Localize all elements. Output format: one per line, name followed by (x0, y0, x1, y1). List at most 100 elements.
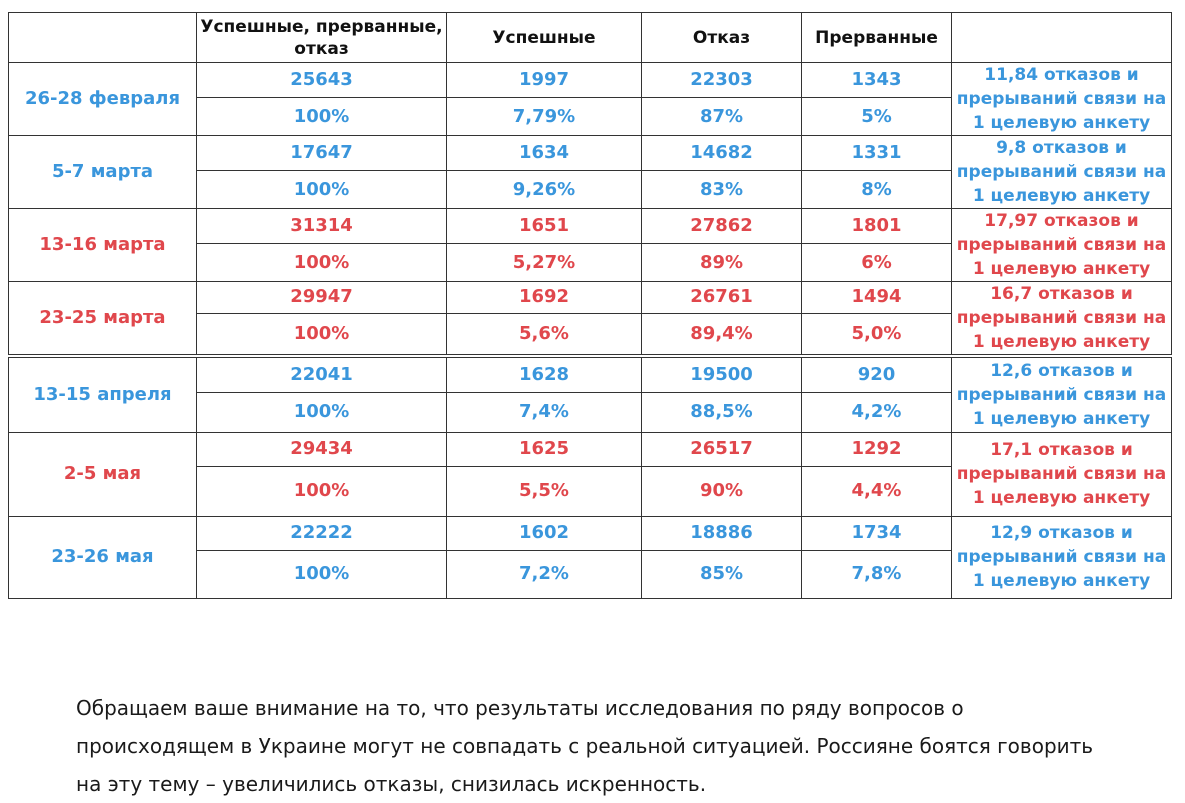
ratio-note-line: 12,9 отказов и (990, 523, 1133, 543)
period-cell: 13-16 марта (8, 208, 197, 282)
count-cell: 22222 (196, 515, 447, 551)
column-header: Успешные (446, 12, 642, 63)
count-cell: 22041 (196, 354, 447, 393)
count-cell: 25643 (196, 62, 447, 98)
percent-cell: 7,4% (446, 391, 642, 433)
count-cell: 1292 (801, 431, 952, 467)
percent-cell: 85% (641, 549, 802, 599)
period-cell: 23-26 мая (8, 515, 197, 599)
count-cell: 19500 (641, 354, 802, 393)
percent-cell: 7,79% (446, 97, 642, 136)
table-row: 100% 5,5% 90% 4,4% (9, 465, 1172, 517)
count-cell: 17647 (196, 135, 447, 171)
percent-cell: 89% (641, 243, 802, 282)
percent-cell: 7,2% (446, 549, 642, 599)
ratio-note-line: прерываний связи на (956, 162, 1167, 182)
percent-cell: 5,0% (801, 312, 952, 357)
ratio-note-line: 1 целевую анкету (972, 113, 1151, 133)
column-header (951, 12, 1172, 63)
count-cell: 22303 (641, 62, 802, 98)
count-cell: 27862 (641, 208, 802, 244)
percent-cell: 100% (196, 549, 447, 599)
disclaimer-paragraph: Обращаем ваше внимание на то, что резуль… (76, 696, 1094, 796)
percent-cell: 9,26% (446, 170, 642, 209)
percent-cell: 100% (196, 97, 447, 136)
count-cell: 1343 (801, 62, 952, 98)
percent-cell: 100% (196, 465, 447, 517)
table-row: 100% 9,26% 83% 8% (9, 170, 1172, 209)
table-row: 26-28 февраля 25643 1997 22303 1343 11,84 отк… (8, 62, 1172, 136)
ratio-note-line: 11,84 отказов и (984, 65, 1139, 85)
ratio-note-line: 17,97 отказов и (984, 211, 1139, 231)
ratio-note-line: прерываний связи на (956, 547, 1167, 567)
ratio-note-line: 9,8 отказов и (996, 138, 1127, 158)
ratio-note-line: прерываний связи на (956, 384, 1167, 405)
percent-cell: 87% (641, 97, 802, 136)
ratio-note-cell: 17,97 отказов и прерываний связи на 1 целе… (951, 208, 1172, 282)
count-cell: 920 (801, 354, 952, 393)
ratio-note-line: 1 целевую анкету (972, 186, 1151, 206)
count-cell: 1692 (446, 281, 642, 314)
percent-cell: 88,5% (641, 391, 802, 433)
percent-cell: 100% (196, 391, 447, 433)
ratio-note-line: прерываний связи на (956, 235, 1167, 255)
percent-cell: 100% (196, 170, 447, 209)
column-header: Успешные, прерванные, отказ (196, 12, 447, 63)
ratio-note-cell: 17,1 отказов и прерываний связи на 1 целев… (951, 431, 1172, 517)
ratio-note-cell: 16,7 отказов и прерываний связи на 1 целев… (951, 281, 1172, 357)
column-header: Отказ (641, 12, 802, 63)
count-cell: 29947 (196, 281, 447, 314)
table-row: 13-16 марта 31314 1651 27862 1801 17,97 отказ… (8, 208, 1172, 282)
count-cell: 1331 (801, 135, 952, 171)
table-row: 100% 7,4% 88,5% 4,2% (9, 391, 1172, 433)
period-cell: 26-28 февраля (8, 62, 197, 136)
percent-cell: 5% (801, 97, 952, 136)
count-cell: 26517 (641, 431, 802, 467)
count-cell: 26761 (641, 281, 802, 314)
ratio-note-line: 1 целевую анкету (972, 332, 1151, 352)
period-cell: 13-15 апреля (8, 354, 197, 433)
table-row: 100% 7,2% 85% 7,8% (9, 549, 1172, 599)
count-cell: 1801 (801, 208, 952, 244)
period-cell: 5-7 марта (8, 135, 197, 209)
period-cell: 2-5 мая (8, 431, 197, 517)
table-row: 2-5 мая 29434 1625 26517 1292 17,1 отказов и п… (8, 431, 1172, 517)
table-row: 23-26 мая 22222 1602 18886 1734 12,9 отказов … (8, 515, 1172, 599)
percent-cell: 7,8% (801, 549, 952, 599)
ratio-note-cell: 9,8 отказов и прерываний связи на 1 целеву… (951, 135, 1172, 209)
ratio-note-cell: 11,84 отказов и прерываний связи на 1 целе… (951, 62, 1172, 136)
ratio-note-line: прерываний связи на (956, 308, 1167, 328)
table-row: 100% 7,79% 87% 5% (9, 97, 1172, 136)
ratio-note-line: прерываний связи на (956, 89, 1167, 109)
percent-cell: 8% (801, 170, 952, 209)
count-cell: 1634 (446, 135, 642, 171)
survey-table: Успешные, прерванные, отказ Успешные Отказ… (8, 12, 1172, 599)
ratio-note-cell: 12,6 отказов и прерываний связи на 1 целев… (951, 354, 1172, 433)
percent-cell: 4,4% (801, 465, 952, 517)
percent-cell: 89,4% (641, 312, 802, 357)
percent-cell: 100% (196, 243, 447, 282)
ratio-note-line: 1 целевую анкету (972, 571, 1151, 591)
percent-cell: 90% (641, 465, 802, 517)
percent-cell: 5,6% (446, 312, 642, 357)
count-cell: 1625 (446, 431, 642, 467)
count-cell: 1734 (801, 515, 952, 551)
count-cell: 31314 (196, 208, 447, 244)
count-cell: 14682 (641, 135, 802, 171)
table-row: 23-25 марта 29947 1692 26761 1494 16,7 отказо… (8, 281, 1172, 357)
count-cell: 1628 (446, 354, 642, 393)
period-cell: 23-25 марта (8, 281, 197, 357)
ratio-note-line: 16,7 отказов и (990, 284, 1133, 304)
percent-cell: 83% (641, 170, 802, 209)
count-cell: 29434 (196, 431, 447, 467)
count-cell: 1494 (801, 281, 952, 314)
table-row: 100% 5,27% 89% 6% (9, 243, 1172, 282)
table-row: 100% 5,6% 89,4% 5,0% (9, 312, 1172, 357)
ratio-note-line: 1 целевую анкету (972, 488, 1151, 508)
percent-cell: 5,27% (446, 243, 642, 282)
table-row: 13-15 апреля 22041 1628 19500 920 12,6 отказо… (8, 354, 1172, 433)
ratio-note-line: 12,6 отказов и (990, 360, 1133, 381)
count-cell: 1997 (446, 62, 642, 98)
count-cell: 1651 (446, 208, 642, 244)
ratio-note-line: прерываний связи на (956, 464, 1167, 484)
